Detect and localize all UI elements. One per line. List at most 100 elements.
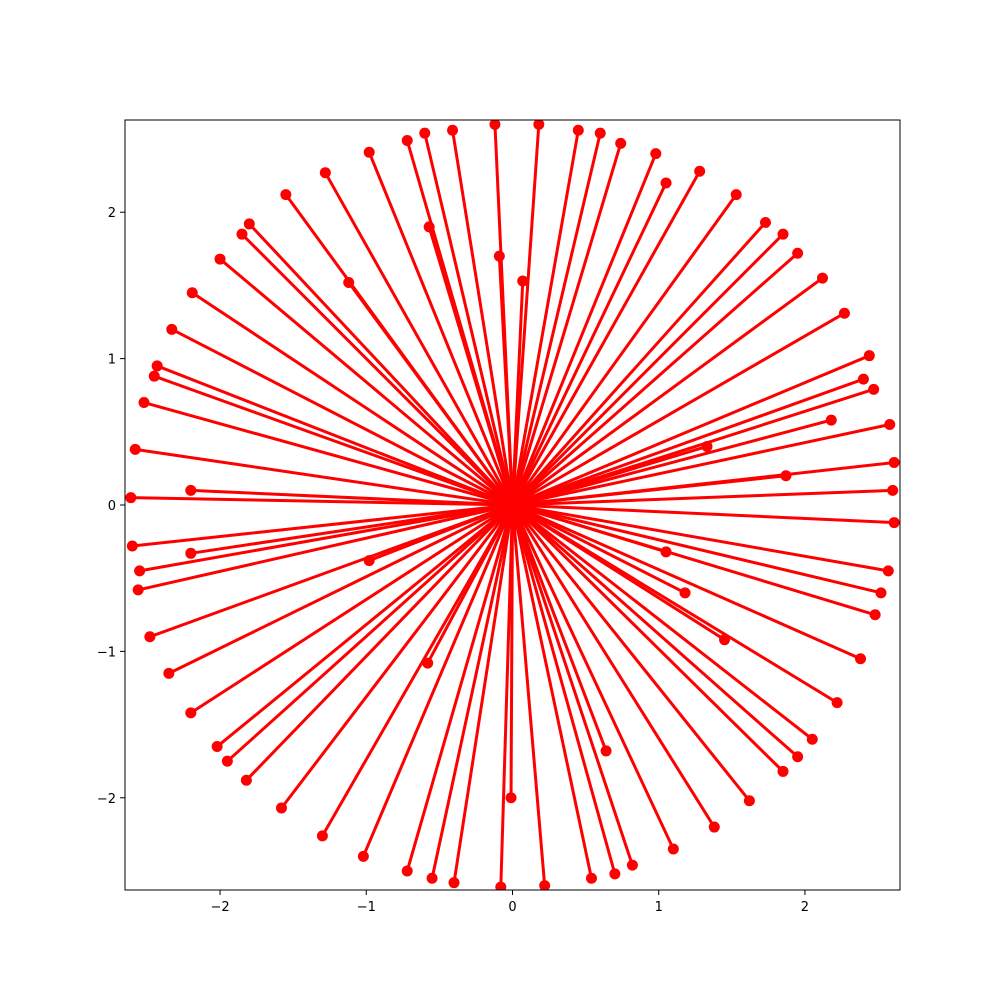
- series-segment-63: [430, 503, 514, 880]
- series-segment-72: [367, 503, 514, 563]
- data-point-28-end: [126, 540, 138, 552]
- series-segment-60: [152, 374, 514, 507]
- data-point-5-end: [817, 272, 828, 284]
- data-point-67-end: [825, 414, 837, 426]
- series-segment-58: [423, 131, 514, 507]
- data-point-47-end: [777, 765, 789, 777]
- data-point-29-end: [132, 584, 144, 596]
- series-segment-66: [511, 503, 883, 595]
- series-segment-8: [511, 193, 738, 507]
- data-point-14-end: [489, 120, 501, 130]
- series-segment-15: [451, 128, 514, 507]
- series-segment-22: [190, 291, 514, 507]
- series-segment-18: [323, 171, 514, 507]
- data-point-61-end: [134, 565, 146, 577]
- series-segment-64: [511, 503, 617, 876]
- series-segment-28: [130, 503, 514, 548]
- data-point-2-end: [868, 383, 880, 395]
- series-segment-35: [279, 503, 514, 810]
- data-point-50-end: [855, 653, 867, 665]
- series-segment-40: [499, 503, 514, 889]
- data-point-11-end: [615, 137, 627, 149]
- series-segment-62: [225, 503, 514, 763]
- data-point-83-end: [679, 587, 691, 599]
- data-point-49-end: [831, 697, 843, 709]
- data-layer: [125, 120, 900, 890]
- series-segment-33: [215, 503, 514, 749]
- data-point-70-end: [185, 484, 197, 496]
- data-point-37-end: [357, 850, 369, 862]
- data-point-45-end: [708, 821, 720, 833]
- data-point-62-end: [221, 755, 233, 767]
- data-point-7-end: [759, 216, 771, 228]
- series-segment-65: [511, 503, 800, 759]
- data-point-6-end: [792, 247, 804, 259]
- data-point-52-end: [882, 565, 894, 577]
- series-segment-75: [511, 503, 668, 554]
- data-point-10-end: [650, 148, 662, 160]
- series-segment-36: [320, 503, 514, 838]
- series-segment-6: [511, 251, 800, 507]
- data-point-48-end: [806, 733, 818, 745]
- data-point-43-end: [626, 859, 638, 871]
- data-point-25-end: [138, 397, 150, 409]
- series-segment-69: [511, 444, 709, 507]
- data-point-19-end: [280, 189, 292, 201]
- data-point-34-end: [240, 774, 252, 786]
- data-point-16-end: [401, 134, 413, 146]
- x-tick-label-3: 1: [655, 900, 663, 915]
- data-point-65-end: [792, 751, 804, 763]
- data-point-3-end: [863, 350, 875, 362]
- data-point-13-end: [533, 120, 545, 130]
- data-point-56-end: [777, 228, 789, 240]
- series-segment-79: [347, 280, 514, 507]
- series-segment-68: [511, 474, 788, 507]
- data-point-40-end: [495, 881, 507, 890]
- data-point-76-end: [423, 221, 435, 233]
- series-segment-12: [511, 128, 580, 507]
- data-point-83-start: [507, 499, 518, 511]
- series-segment-74: [511, 503, 608, 753]
- series-segment-42: [511, 503, 593, 880]
- data-point-69-end: [701, 440, 713, 452]
- series-segment-7: [511, 220, 767, 507]
- data-point-54-end: [887, 484, 899, 496]
- series-segment-24: [155, 364, 514, 507]
- series-segment-61: [138, 503, 514, 573]
- series-segment-38: [405, 503, 514, 873]
- series-segment-52: [511, 503, 890, 573]
- data-point-46-end: [743, 795, 755, 807]
- data-point-12-end: [572, 124, 584, 136]
- data-point-78-end: [517, 275, 529, 287]
- data-point-64-end: [609, 868, 621, 880]
- data-point-53-end: [888, 517, 900, 529]
- data-point-59-end: [236, 228, 248, 240]
- data-point-18-end: [319, 167, 331, 179]
- series-segment-43: [511, 503, 634, 867]
- series-segment-9: [511, 169, 702, 507]
- series-segment-27: [129, 496, 514, 507]
- series-segment-39: [452, 503, 514, 885]
- data-point-1-end: [884, 418, 896, 430]
- series-segment-3: [511, 354, 871, 507]
- series-segment-5: [511, 276, 824, 507]
- x-axis: −2 −1 0 1 2: [210, 890, 809, 915]
- series-segment-80: [511, 181, 668, 507]
- series-segment-20: [247, 222, 514, 507]
- data-point-8-end: [730, 189, 742, 201]
- data-point-21-end: [214, 253, 226, 265]
- series-segment-50: [511, 503, 863, 661]
- data-point-4-end: [838, 307, 850, 319]
- data-point-66-end: [875, 587, 887, 599]
- series-segment-48: [511, 503, 814, 741]
- data-point-27-end: [125, 492, 137, 504]
- series-segment-70: [189, 488, 514, 507]
- series-segment-53: [511, 503, 896, 525]
- data-point-42-end: [585, 872, 597, 884]
- data-point-35-end: [275, 802, 287, 814]
- data-point-77-end: [493, 250, 505, 262]
- data-point-30-end: [144, 631, 156, 643]
- data-point-82-end: [719, 634, 731, 646]
- data-point-38-end: [401, 865, 413, 877]
